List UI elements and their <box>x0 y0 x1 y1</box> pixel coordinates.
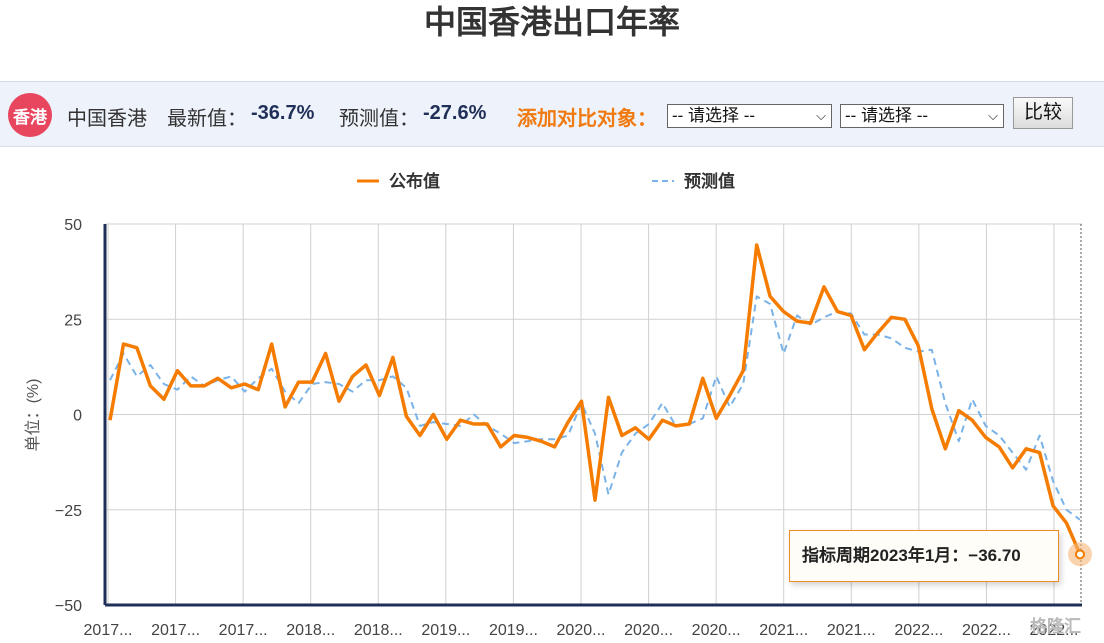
y-axis-label: 单位：(%) <box>24 379 42 452</box>
x-tick-label: 2022... <box>962 622 1011 639</box>
x-tick-label: 2020... <box>557 622 606 639</box>
x-tick-label: 2020... <box>624 622 673 639</box>
compare-select-2-value: -- 请选择 -- <box>845 106 929 125</box>
x-tick-label: 2018... <box>354 622 403 639</box>
x-tick-label: 2020... <box>692 622 741 639</box>
compare-label: 添加对比对象： <box>517 108 657 130</box>
region-name: 中国香港 <box>67 108 147 130</box>
forecast-value-label: 预测值： <box>339 108 419 130</box>
y-tick-label: 0 <box>73 408 82 425</box>
x-tick-label: 2018... <box>286 622 335 639</box>
latest-value-label: 最新值： <box>167 108 247 130</box>
page-title: 中国香港出口年率 <box>423 4 680 40</box>
compare-select-2[interactable]: -- 请选择 -- ⌵ <box>840 104 1004 128</box>
x-tick-label: 2021... <box>759 622 808 639</box>
series-published-line <box>108 243 1082 555</box>
chevron-down-icon: ⌵ <box>816 108 826 123</box>
info-bar: 香港 中国香港 最新值： -36.7% 预测值： -27.6% 添加对比对象： … <box>0 81 1104 147</box>
x-tick-label: 2021... <box>827 622 876 639</box>
watermark-logo: 格隆汇 <box>1030 617 1081 636</box>
data-tooltip: 指标周期2023年1月：−36.70 <box>789 530 1059 582</box>
compare-select-1[interactable]: -- 请选择 -- ⌵ <box>667 104 832 128</box>
compare-button[interactable]: 比较 <box>1013 97 1073 129</box>
series-forecast-line <box>109 295 1081 521</box>
legend-label: 公布值 <box>389 171 440 191</box>
y-tick-label: 50 <box>64 217 82 234</box>
x-tick-label: 2019... <box>421 622 470 639</box>
x-tick-label: 2022... <box>894 622 943 639</box>
compare-select-1-value: -- 请选择 -- <box>672 106 756 125</box>
legend-label: 预测值 <box>684 171 735 191</box>
y-tick-label: −50 <box>55 598 82 615</box>
forecast-value: -27.6% <box>423 102 487 124</box>
x-tick-label: 2017... <box>151 622 200 639</box>
y-tick-label: −25 <box>55 503 82 520</box>
x-tick-label: 2017... <box>84 622 133 639</box>
latest-value: -36.7% <box>251 102 315 124</box>
highlight-point <box>1075 549 1085 560</box>
y-tick-label: 25 <box>64 312 82 329</box>
x-tick-label: 2019... <box>489 622 538 639</box>
x-tick-label: 2022... <box>1030 622 1079 639</box>
chevron-down-icon: ⌵ <box>988 108 998 123</box>
region-badge-icon: 香港 <box>8 93 52 137</box>
x-tick-label: 2017... <box>219 622 268 639</box>
